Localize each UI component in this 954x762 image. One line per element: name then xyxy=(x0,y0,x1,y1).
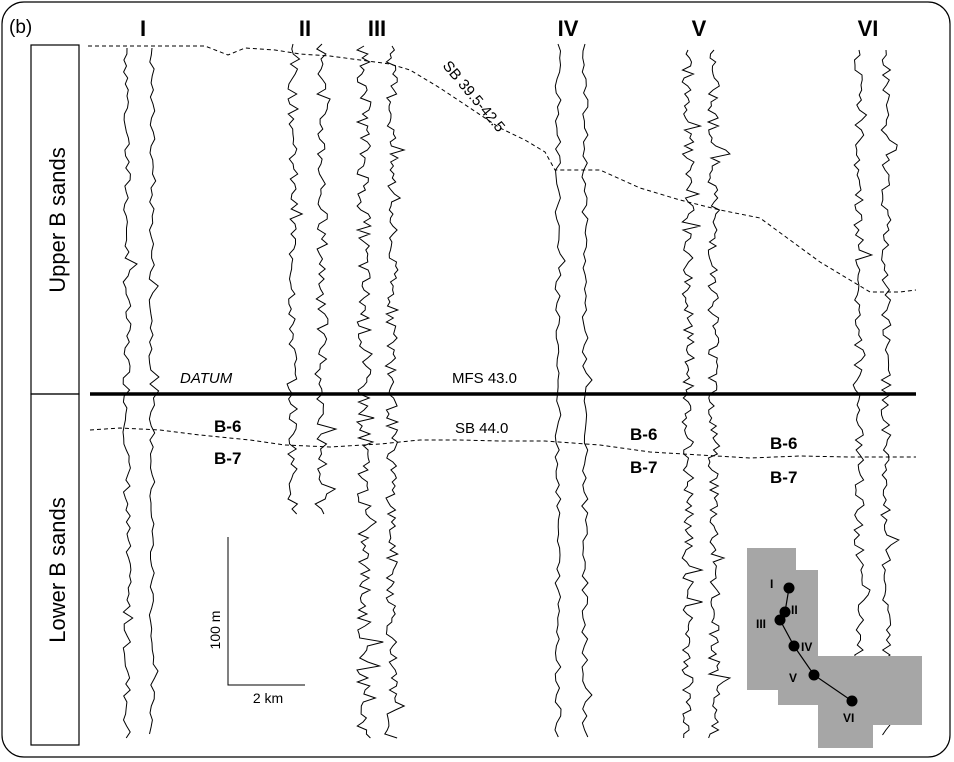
location-map-area xyxy=(747,548,922,748)
map-label-i: I xyxy=(770,577,773,591)
datum-label: DATUM xyxy=(180,370,233,387)
map-well-iv xyxy=(788,640,800,652)
sand-unit-b6-left: B-6 xyxy=(214,417,241,436)
panel-label: (b) xyxy=(9,17,32,38)
scale-vertical-label: 100 m xyxy=(207,611,223,650)
well-label-vi: VI xyxy=(858,16,879,41)
map-well-iii xyxy=(774,614,786,626)
sb-lower-label: SB 44.0 xyxy=(455,420,508,437)
sand-unit-b7-middle: B-7 xyxy=(630,458,657,477)
map-label-iii: III xyxy=(756,617,766,631)
upper-zone-label: Upper B sands xyxy=(45,147,70,293)
sand-unit-b7-right: B-7 xyxy=(770,468,797,487)
well-log-trace-i-right xyxy=(148,47,160,735)
sb-lower-line xyxy=(89,427,916,459)
sb-upper-line xyxy=(88,45,917,293)
map-well-vi xyxy=(846,695,858,707)
well-log-trace-iii-left xyxy=(355,45,384,739)
well-log-trace-iii-right xyxy=(384,45,406,739)
well-log-trace-ii-right xyxy=(314,43,338,515)
well-label-iii: III xyxy=(368,16,386,41)
map-well-i xyxy=(783,582,795,594)
map-label-vi: VI xyxy=(843,711,854,725)
map-label-ii: II xyxy=(791,603,798,617)
sand-unit-b7-left: B-7 xyxy=(214,449,241,468)
well-label-ii: II xyxy=(299,16,311,41)
sand-unit-b6-middle: B-6 xyxy=(630,425,657,444)
lower-zone-box xyxy=(30,393,80,746)
well-label-iv: IV xyxy=(558,16,579,41)
map-label-iv: IV xyxy=(801,640,812,654)
location-map: I II III IV V VI xyxy=(747,548,922,748)
map-well-v xyxy=(808,669,820,681)
well-label-v: V xyxy=(692,16,707,41)
well-label-i: I xyxy=(140,16,146,41)
sb-upper-label: SB 39.5-42.5 xyxy=(439,58,508,136)
lower-zone-label: Lower B sands xyxy=(45,497,70,643)
scale-horizontal-label: 2 km xyxy=(253,690,283,706)
well-log-trace-ii-left xyxy=(286,43,304,515)
sand-unit-b6-right: B-6 xyxy=(770,434,797,453)
mfs-label: MFS 43.0 xyxy=(452,370,517,387)
map-well-ii xyxy=(779,606,791,618)
scale-bar xyxy=(227,537,305,686)
well-log-trace-iv-left xyxy=(554,43,566,738)
map-label-v: V xyxy=(789,671,797,685)
well-log-trace-iv-right xyxy=(581,43,593,738)
